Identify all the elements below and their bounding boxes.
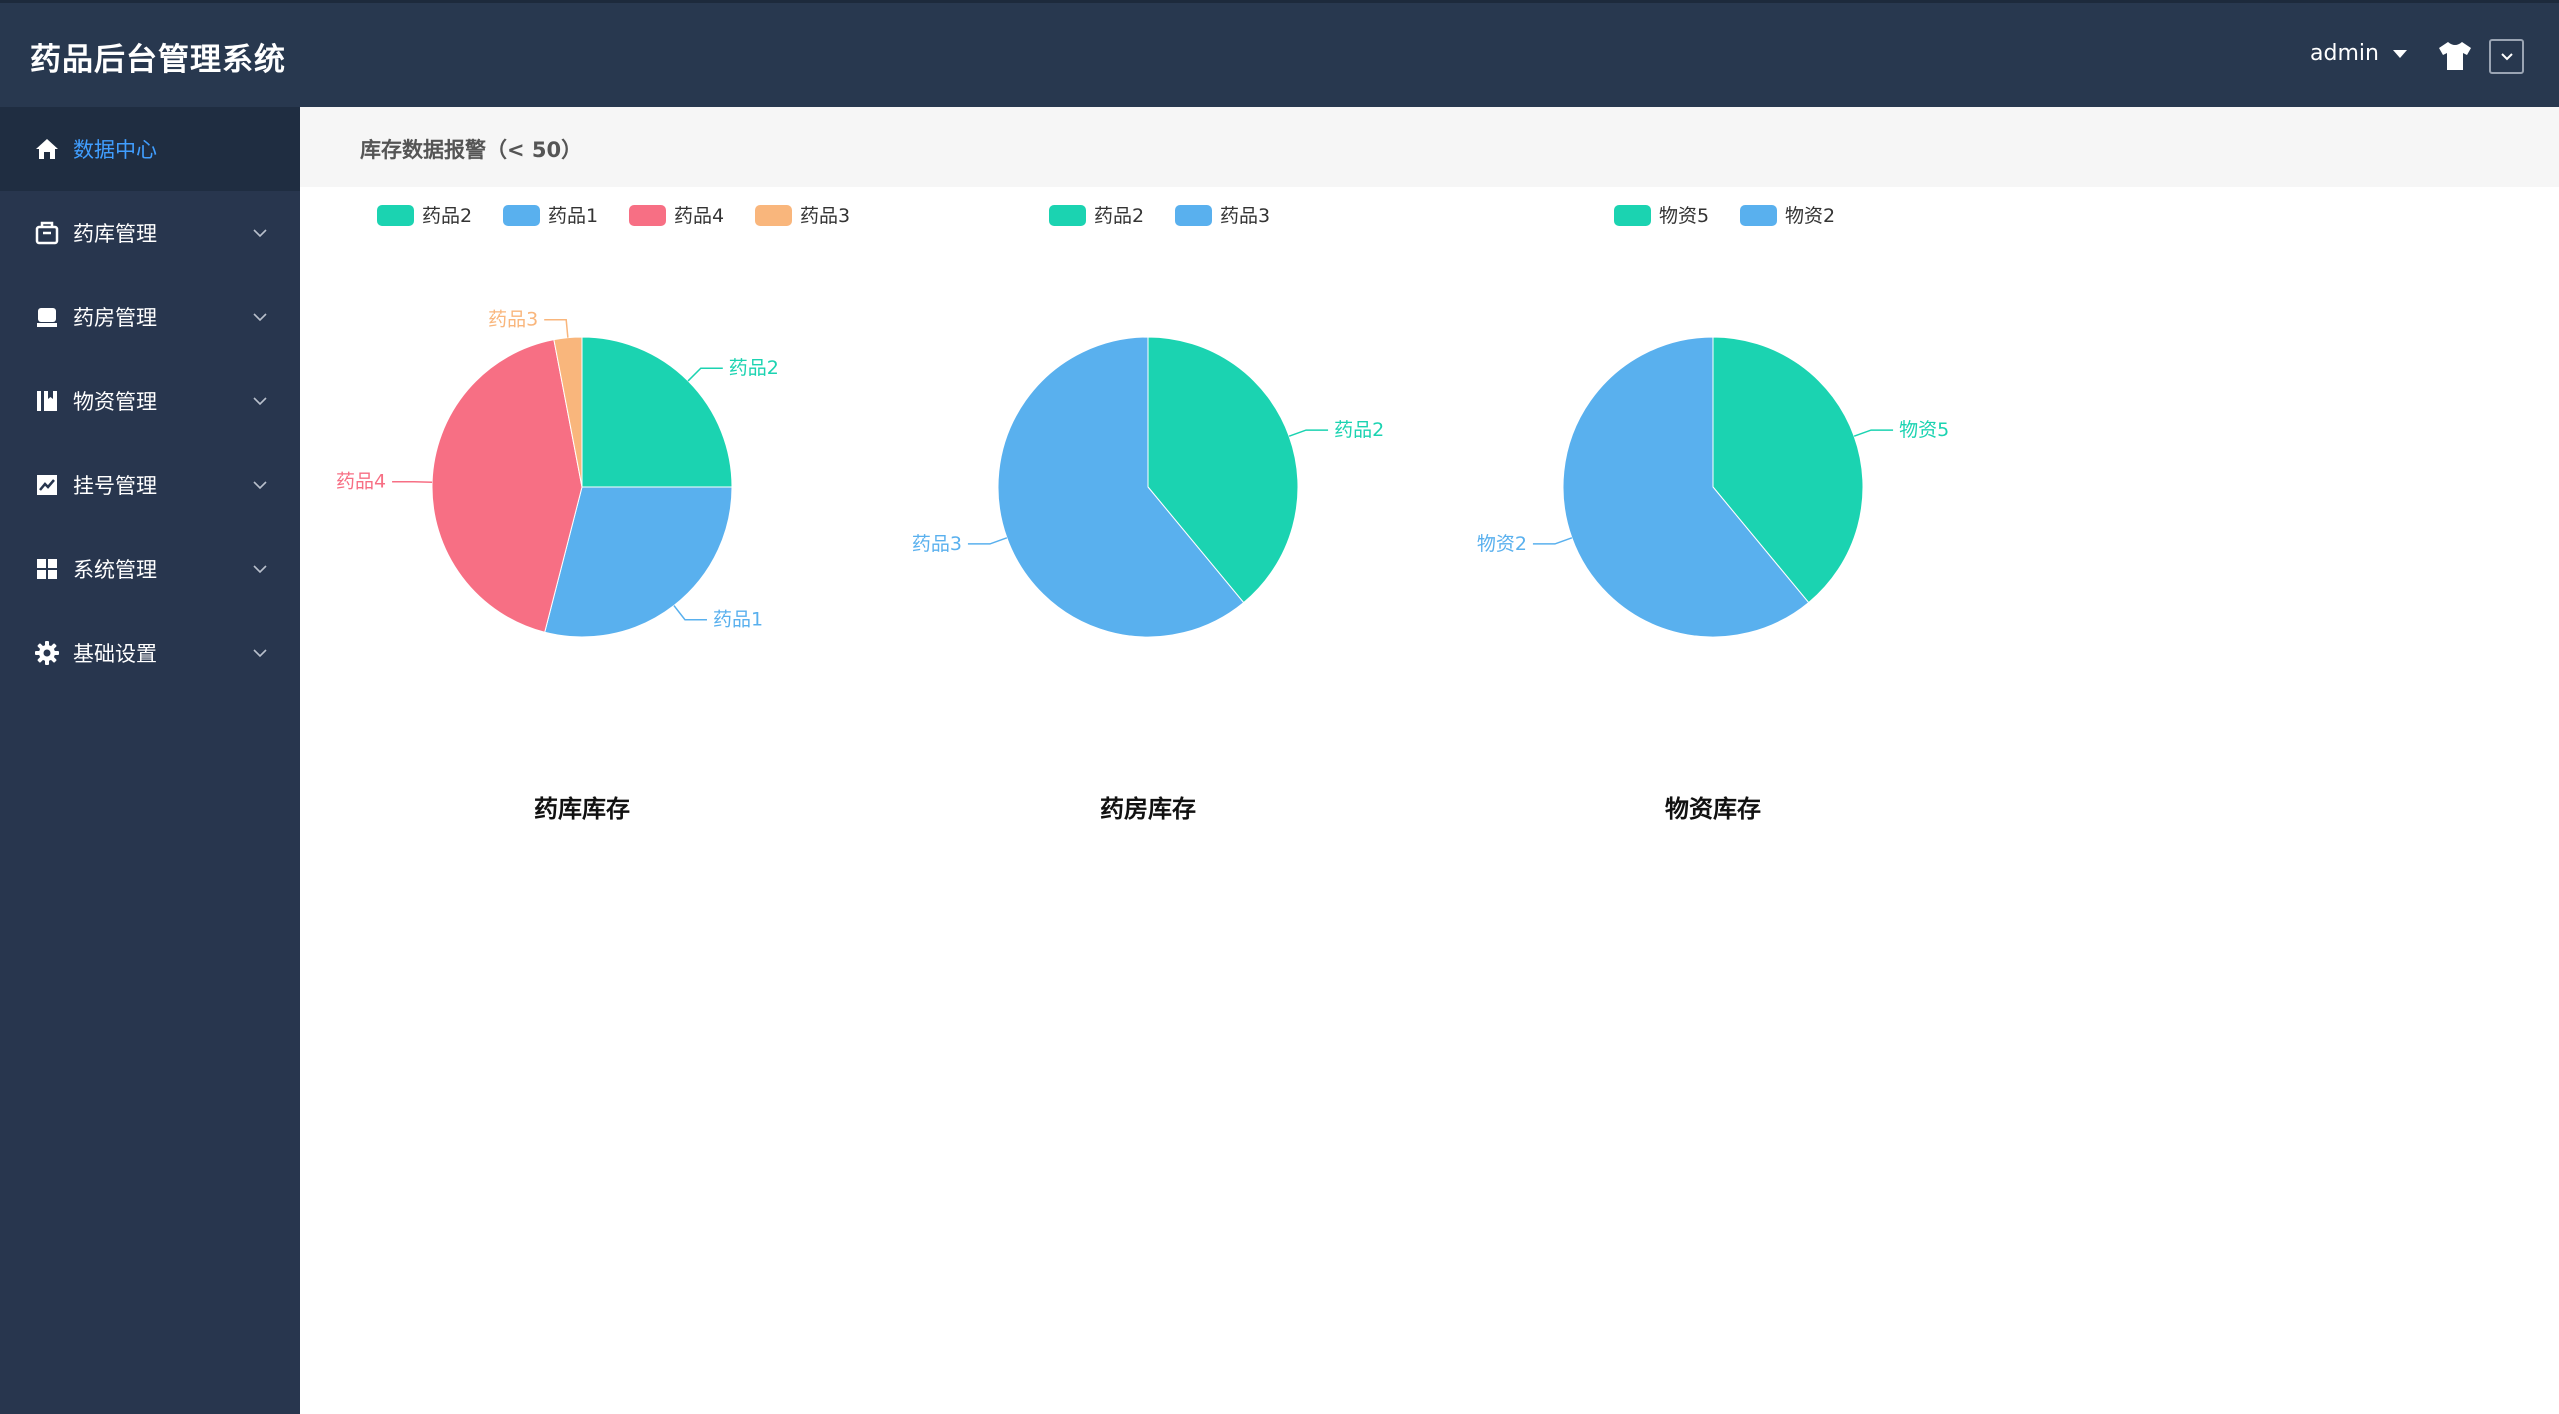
app-title: 药品后台管理系统 — [30, 42, 286, 78]
slice-label: 物资5 — [1899, 419, 1949, 441]
slice-label: 物资2 — [1477, 533, 1527, 555]
tshirt-icon[interactable] — [2437, 40, 2473, 72]
pie-slice[interactable] — [1562, 336, 1810, 638]
slice-label: 药品2 — [729, 357, 779, 379]
caret-down-icon — [2392, 49, 2407, 58]
stock-pie-charts: 药品2 药品1 药品4 药品3 药品2 药品1 药品4 药品3 药品2 药品3 药品2 药品3 物资5 物… — [336, 205, 1949, 638]
legend-swatch[interactable] — [377, 205, 414, 226]
pie-slice[interactable] — [581, 336, 733, 488]
legend-label[interactable]: 物资2 — [1785, 205, 1835, 227]
pie-slice[interactable] — [1147, 336, 1299, 604]
legend-swatch[interactable] — [1614, 205, 1651, 226]
collapse-button[interactable] — [2489, 39, 2524, 74]
pie-slice[interactable] — [553, 336, 583, 488]
slice-label: 药品3 — [912, 533, 962, 555]
slice-label: 药品2 — [1334, 419, 1384, 441]
legend-label[interactable]: 药品2 — [422, 205, 472, 227]
home-icon — [36, 139, 58, 159]
chevron-down-icon — [253, 565, 267, 574]
sidebar-item-registration[interactable]: 挂号管理 — [0, 443, 300, 527]
content-header — [300, 107, 2559, 187]
slice-leader-line — [967, 537, 1008, 545]
pie-slice[interactable] — [431, 339, 583, 633]
sidebar-item-label: 系统管理 — [73, 558, 157, 582]
slice-leader-line — [1532, 537, 1573, 545]
sidebar-item-label: 药库管理 — [73, 222, 157, 246]
pie-slice[interactable] — [1712, 336, 1864, 604]
legend-swatch[interactable] — [1049, 205, 1086, 226]
legend-swatch[interactable] — [503, 205, 540, 226]
sidebar-item-materials[interactable]: 物资管理 — [0, 359, 300, 443]
grid-icon — [37, 559, 57, 579]
chevron-down-icon — [2500, 53, 2513, 61]
slice-leader-line — [673, 605, 707, 621]
book-icon — [37, 391, 57, 411]
sidebar-item-pharmacy-warehouse[interactable]: 药库管理 — [0, 191, 300, 275]
sidebar-item-system[interactable]: 系统管理 — [0, 527, 300, 611]
legend-swatch[interactable] — [1175, 205, 1212, 226]
slice-leader-line — [392, 480, 433, 484]
legend-label[interactable]: 药品3 — [800, 205, 850, 227]
chart-line-icon — [37, 475, 57, 495]
slice-leader-line — [1288, 429, 1329, 437]
slice-leader-line — [687, 367, 723, 382]
sidebar-item-label: 药房管理 — [73, 306, 157, 330]
chart-title: 物资库存 — [1665, 795, 1761, 823]
box-icon — [35, 221, 59, 245]
legend-label[interactable]: 药品1 — [548, 205, 598, 227]
chart-title: 药房库存 — [1100, 795, 1196, 823]
chevron-down-icon — [253, 649, 267, 658]
user-dropdown[interactable]: admin — [2310, 41, 2407, 66]
sidebar-item-pharmacy[interactable]: 药房管理 — [0, 275, 300, 359]
chevron-down-icon — [253, 481, 267, 490]
stock-alert-title: 库存数据报警（< 50） — [360, 138, 583, 162]
sidebar-item-label: 基础设置 — [73, 642, 157, 666]
pie-slice[interactable] — [997, 336, 1245, 638]
chevron-down-icon — [253, 397, 267, 406]
sidebar-item-label: 数据中心 — [73, 138, 157, 162]
sidebar-item-label: 挂号管理 — [73, 474, 157, 498]
chart-title: 药库库存 — [534, 795, 630, 823]
sidebar-item-label: 物资管理 — [73, 390, 157, 414]
chevron-down-icon — [253, 313, 267, 322]
legend-swatch[interactable] — [629, 205, 666, 226]
legend-swatch[interactable] — [755, 205, 792, 226]
legend-label[interactable]: 药品2 — [1094, 205, 1144, 227]
slice-label: 药品1 — [713, 609, 763, 631]
store-icon — [37, 308, 57, 327]
top-navbar: 药品后台管理系统 admin — [0, 0, 2559, 107]
legend-label[interactable]: 药品4 — [674, 205, 724, 227]
slice-leader-line — [544, 318, 569, 338]
slice-label: 药品3 — [488, 309, 538, 331]
gear-icon — [35, 641, 59, 665]
legend-swatch[interactable] — [1740, 205, 1777, 226]
slice-leader-line — [1853, 429, 1894, 437]
sidebar-item-data-center[interactable]: 数据中心 — [0, 107, 300, 191]
legend-label[interactable]: 物资5 — [1659, 205, 1709, 227]
legend-label[interactable]: 药品3 — [1220, 205, 1270, 227]
username: admin — [2310, 41, 2379, 66]
pie-slice[interactable] — [544, 486, 733, 638]
chevron-down-icon — [253, 229, 267, 238]
sidebar-item-basic-settings[interactable]: 基础设置 — [0, 611, 300, 695]
slice-label: 药品4 — [336, 471, 386, 493]
sidebar: 数据中心 药库管理 药房管理 物资管理 — [0, 107, 300, 1414]
